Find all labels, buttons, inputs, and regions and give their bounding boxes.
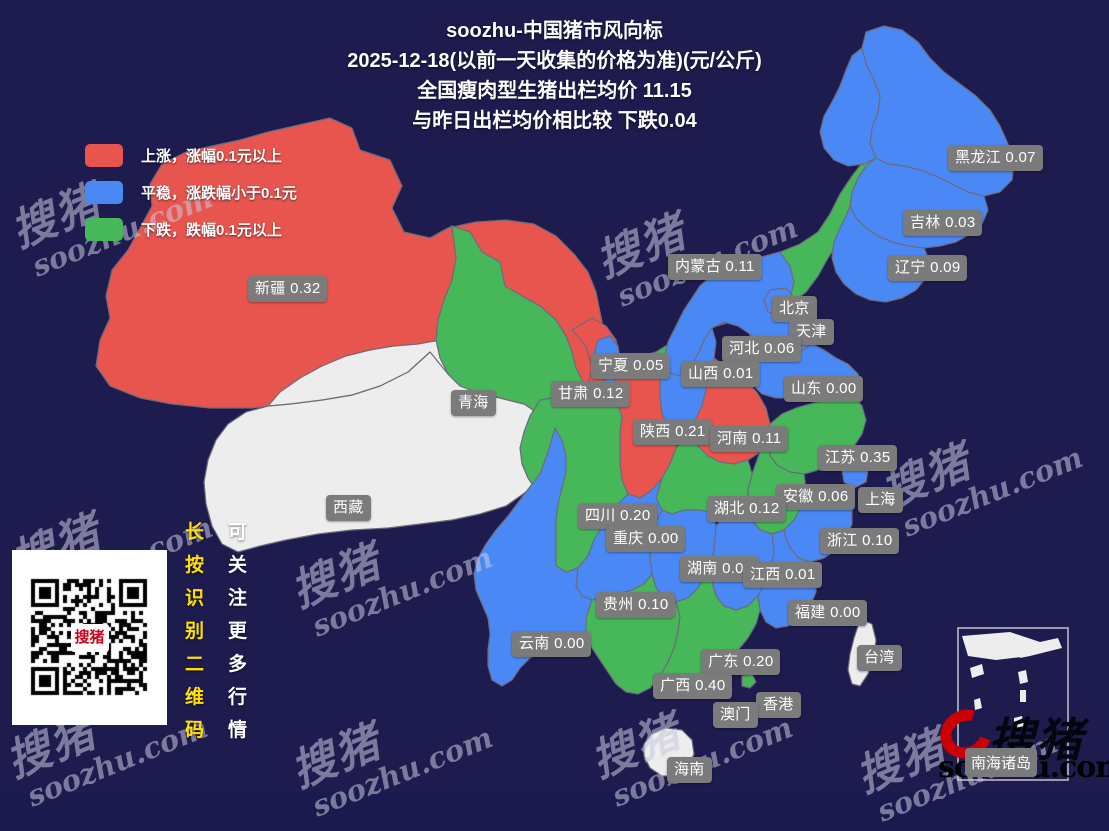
province-label-河南[interactable]: 河南 0.11: [710, 426, 789, 452]
slogan-char: 维: [185, 687, 205, 708]
province-label-贵州[interactable]: 贵州 0.10: [596, 592, 676, 618]
legend-label-down: 下跌，跌幅0.1元以上: [141, 221, 282, 239]
legend-item-up[interactable]: 上涨，涨幅0.1元以上: [85, 140, 297, 170]
nanhai-island-1: [1018, 646, 1030, 658]
slogan-char: 识: [185, 588, 205, 609]
legend: 上涨，涨幅0.1元以上 平稳，涨跌幅小于0.1元 下跌，跌幅0.1元以上: [85, 140, 297, 251]
province-shapes: [95, 25, 1015, 777]
province-label-山西[interactable]: 山西 0.01: [681, 361, 761, 387]
province-label-海南[interactable]: 海南: [667, 757, 712, 783]
nanhai-inset-box: [957, 627, 1069, 781]
slogan-char: 注: [228, 588, 248, 609]
nanhai-island-2: [970, 664, 984, 678]
china-choropleth-map[interactable]: [0, 0, 1109, 792]
province-label-福建[interactable]: 福建 0.00: [788, 600, 868, 626]
legend-label-up: 上涨，涨幅0.1元以上: [141, 147, 282, 165]
nanhai-island-5: [1014, 716, 1024, 728]
province-heilongjiang-w[interactable]: [819, 47, 881, 167]
province-label-云南[interactable]: 云南 0.00: [512, 631, 592, 657]
province-label-广东[interactable]: 广东 0.20: [701, 649, 781, 675]
slogan-char: 长: [185, 522, 205, 543]
province-label-重庆[interactable]: 重庆 0.00: [606, 526, 686, 552]
qr-code-panel[interactable]: 搜猪: [12, 550, 167, 725]
province-label-陕西[interactable]: 陕西 0.21: [633, 419, 713, 445]
legend-item-flat[interactable]: 平稳，涨跌幅小于0.1元: [85, 177, 297, 207]
qr-logo: 搜猪: [70, 623, 109, 652]
slogan-char: 更: [228, 621, 248, 642]
province-label-吉林[interactable]: 吉林 0.03: [903, 210, 983, 236]
nanhai-island-6: [974, 698, 982, 710]
legend-item-down[interactable]: 下跌，跌幅0.1元以上: [85, 214, 297, 244]
slogan-char: 行: [228, 687, 248, 708]
slogan-follow-more: 可关注更多行情: [228, 516, 247, 747]
province-label-安徽[interactable]: 安徽 0.06: [776, 484, 856, 510]
slogan-char: 按: [185, 555, 205, 576]
nanhai-coast-hint: [962, 632, 1062, 660]
province-label-上海[interactable]: 上海: [858, 487, 903, 513]
province-label-澳门[interactable]: 澳门: [713, 702, 758, 728]
province-label-宁夏[interactable]: 宁夏 0.05: [591, 353, 671, 379]
slogan-char: 可: [228, 522, 248, 543]
sar-hongkong[interactable]: [741, 673, 757, 689]
province-label-内蒙古[interactable]: 内蒙古 0.11: [668, 254, 762, 280]
province-label-甘肃[interactable]: 甘肃 0.12: [551, 381, 631, 407]
qr-logo-text: 搜猪: [74, 628, 105, 646]
province-guangdong[interactable]: [659, 573, 761, 693]
legend-swatch-up: [85, 143, 123, 167]
slogan-scan-qr: 长按识别二维码: [185, 516, 204, 747]
province-label-新疆[interactable]: 新疆 0.32: [248, 276, 328, 302]
slogan-char: 二: [185, 654, 205, 675]
province-label-江苏[interactable]: 江苏 0.35: [818, 445, 898, 471]
province-label-山东[interactable]: 山东 0.00: [784, 376, 864, 402]
legend-swatch-down: [85, 217, 123, 241]
province-label-河北[interactable]: 河北 0.06: [722, 336, 802, 362]
province-label-江西[interactable]: 江西 0.01: [743, 562, 823, 588]
province-label-黑龙江[interactable]: 黑龙江 0.07: [948, 145, 1043, 171]
province-label-青海[interactable]: 青海: [451, 390, 496, 416]
province-label-广西[interactable]: 广西 0.40: [653, 673, 733, 699]
province-label-辽宁[interactable]: 辽宁 0.09: [888, 255, 968, 281]
nanhai-island-3: [1018, 670, 1028, 684]
slogan-char: 多: [228, 654, 248, 675]
legend-label-flat: 平稳，涨跌幅小于0.1元: [141, 184, 297, 202]
province-label-湖北[interactable]: 湖北 0.12: [707, 496, 787, 522]
legend-swatch-flat: [85, 180, 123, 204]
province-label-浙江[interactable]: 浙江 0.10: [820, 528, 900, 554]
province-label-北京[interactable]: 北京: [772, 296, 817, 322]
slogan-char: 情: [228, 720, 248, 741]
province-label-西藏[interactable]: 西藏: [326, 495, 371, 521]
slogan-char: 关: [228, 555, 248, 576]
nanhai-inset-label: 南海诸岛: [965, 748, 1038, 777]
slogan-char: 码: [185, 720, 205, 741]
province-label-四川[interactable]: 四川 0.20: [578, 503, 658, 529]
nanhai-island-4: [1020, 690, 1026, 702]
slogan-char: 别: [185, 621, 205, 642]
province-label-台湾[interactable]: 台湾: [857, 645, 902, 671]
province-label-香港[interactable]: 香港: [756, 692, 801, 718]
